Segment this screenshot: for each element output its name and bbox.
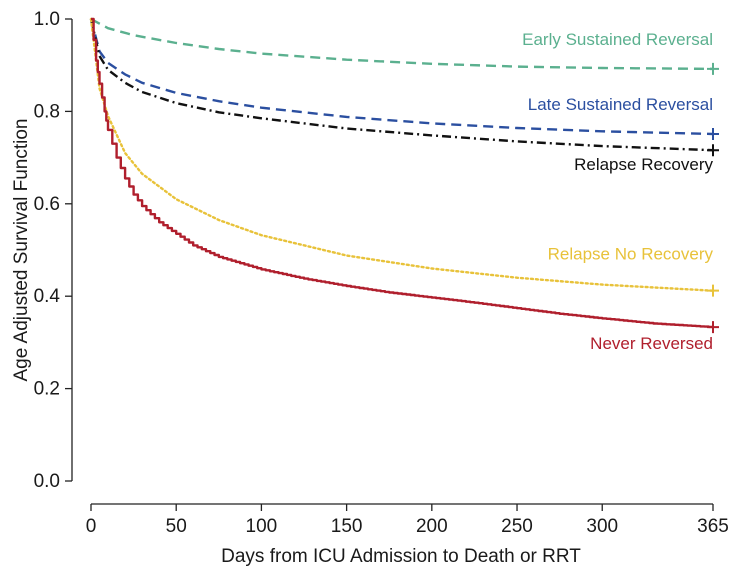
series-label-relapse-no-recovery: Relapse No Recovery xyxy=(548,245,714,264)
series-line-relapse-recovery xyxy=(89,18,714,152)
x-tick-label: 100 xyxy=(246,516,278,537)
y-tick-label: 0.2 xyxy=(34,379,60,400)
censor-marker xyxy=(707,284,719,297)
series-line-relapse-no-recovery xyxy=(89,17,715,292)
y-tick-label: 1.0 xyxy=(34,9,60,30)
series-labels: Early Sustained Reversal Late Sustained R… xyxy=(522,30,713,353)
y-axis-label: Age Adjusted Survival Function xyxy=(11,119,32,382)
series-label-late-sustained-reversal: Late Sustained Reversal xyxy=(528,95,713,114)
series-label-relapse-recovery: Relapse Recovery xyxy=(574,155,713,174)
x-tick-label: 0 xyxy=(86,516,97,537)
series-label-early-sustained-reversal: Early Sustained Reversal xyxy=(522,30,713,49)
censor-marker xyxy=(707,62,719,75)
x-tick-label: 200 xyxy=(416,516,448,537)
censor-marker xyxy=(707,144,719,157)
y-tick-label: 0.8 xyxy=(34,101,60,122)
y-tick-label: 0.4 xyxy=(34,286,61,307)
series-line-early-sustained-reversal xyxy=(90,17,714,71)
series-group xyxy=(89,17,719,334)
series-label-never-reversed: Never Reversed xyxy=(590,334,713,353)
y-tick-label: 0.0 xyxy=(34,471,60,492)
censor-marker xyxy=(707,321,719,334)
axes: 0.0 0.2 0.4 0.6 0.8 1.0 0 50 100 150 200 250 300 365 xyxy=(34,9,729,537)
x-tick-label: 150 xyxy=(331,516,363,537)
series-line-never-reversed xyxy=(91,17,715,329)
series-line-late-sustained-reversal xyxy=(89,18,714,136)
censor-marker xyxy=(707,128,719,141)
y-tick-label: 0.6 xyxy=(34,194,60,215)
x-axis-label: Days from ICU Admission to Death or RRT xyxy=(221,546,581,567)
x-tick-label: 250 xyxy=(501,516,533,537)
x-tick-label: 50 xyxy=(166,516,187,537)
x-tick-label: 300 xyxy=(586,516,618,537)
x-tick-label: 365 xyxy=(697,516,729,537)
